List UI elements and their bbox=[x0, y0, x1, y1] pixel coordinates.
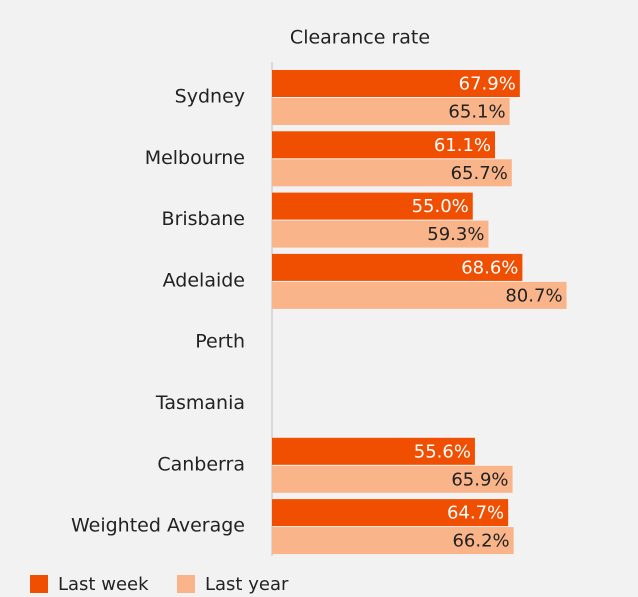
bar bbox=[272, 131, 496, 159]
bar bbox=[272, 527, 514, 555]
category-label: Perth bbox=[195, 331, 245, 353]
data-label: 55.6% bbox=[414, 441, 471, 462]
bar bbox=[272, 253, 523, 281]
category-label: Canberra bbox=[157, 453, 245, 475]
bar bbox=[272, 499, 509, 527]
data-label: 59.3% bbox=[427, 224, 484, 245]
data-label: 55.0% bbox=[412, 196, 469, 217]
bar bbox=[272, 465, 513, 493]
category-label: Melbourne bbox=[145, 147, 245, 169]
data-label: 67.9% bbox=[459, 74, 516, 95]
bar bbox=[272, 70, 520, 97]
data-label: 64.7% bbox=[447, 503, 504, 524]
category-label: Weighted Average bbox=[71, 515, 245, 537]
data-label: 61.1% bbox=[434, 135, 491, 156]
legend-label: Last week bbox=[58, 574, 149, 595]
bar bbox=[272, 281, 567, 309]
data-label: 65.7% bbox=[451, 163, 508, 184]
bar bbox=[272, 159, 512, 187]
data-label: 65.9% bbox=[451, 469, 508, 490]
data-label: 80.7% bbox=[505, 285, 562, 306]
bar bbox=[272, 98, 510, 125]
data-label: 66.2% bbox=[452, 531, 509, 552]
bar bbox=[272, 437, 475, 465]
chart-title: Clearance rate bbox=[290, 27, 430, 49]
category-label: Sydney bbox=[175, 86, 245, 108]
bar bbox=[272, 192, 473, 220]
legend-swatch bbox=[177, 575, 195, 593]
category-label: Adelaide bbox=[163, 269, 245, 291]
category-label: Tasmania bbox=[155, 392, 245, 414]
legend-swatch bbox=[30, 575, 48, 593]
data-label: 65.1% bbox=[448, 102, 505, 123]
legend-label: Last year bbox=[205, 574, 289, 595]
bar bbox=[272, 220, 489, 248]
data-label: 68.6% bbox=[461, 257, 518, 278]
category-label: Brisbane bbox=[162, 208, 245, 230]
